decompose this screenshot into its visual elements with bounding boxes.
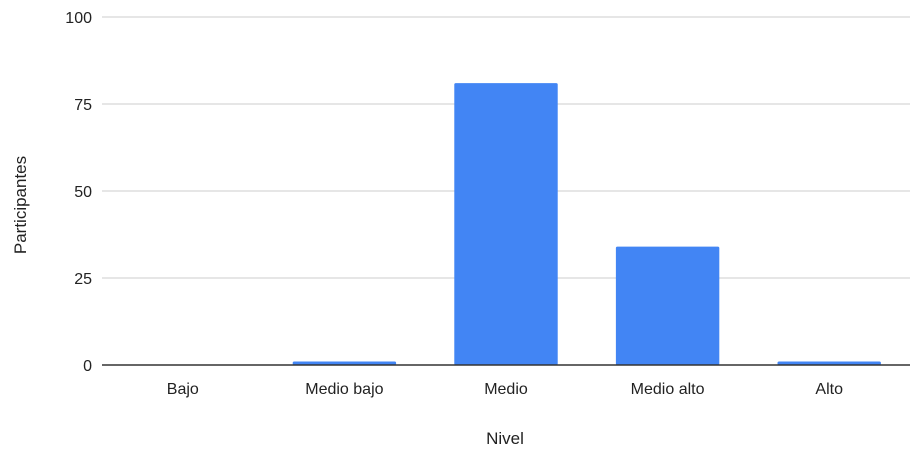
bar <box>615 246 720 365</box>
y-tick-label: 100 <box>65 10 92 27</box>
x-tick-labels: Bajo Medio bajo Medio Medio alto Alto <box>167 381 843 398</box>
x-tick-label: Bajo <box>167 381 199 398</box>
y-tick-label: 0 <box>83 358 92 375</box>
y-tick-labels: 0 25 50 75 100 <box>65 10 92 375</box>
y-axis-title: Participantes <box>11 156 30 254</box>
x-tick-label: Medio alto <box>631 381 705 398</box>
y-tick-label: 25 <box>74 271 92 288</box>
x-tick-label: Medio <box>484 381 528 398</box>
bar <box>292 361 397 365</box>
bar <box>777 361 881 365</box>
x-axis-title: Nivel <box>486 429 524 448</box>
x-tick-label: Alto <box>815 381 843 398</box>
x-tick-label: Medio bajo <box>305 381 383 398</box>
y-tick-label: 75 <box>74 97 92 114</box>
bars <box>292 83 881 366</box>
bar <box>454 83 558 366</box>
y-tick-label: 50 <box>74 184 92 201</box>
